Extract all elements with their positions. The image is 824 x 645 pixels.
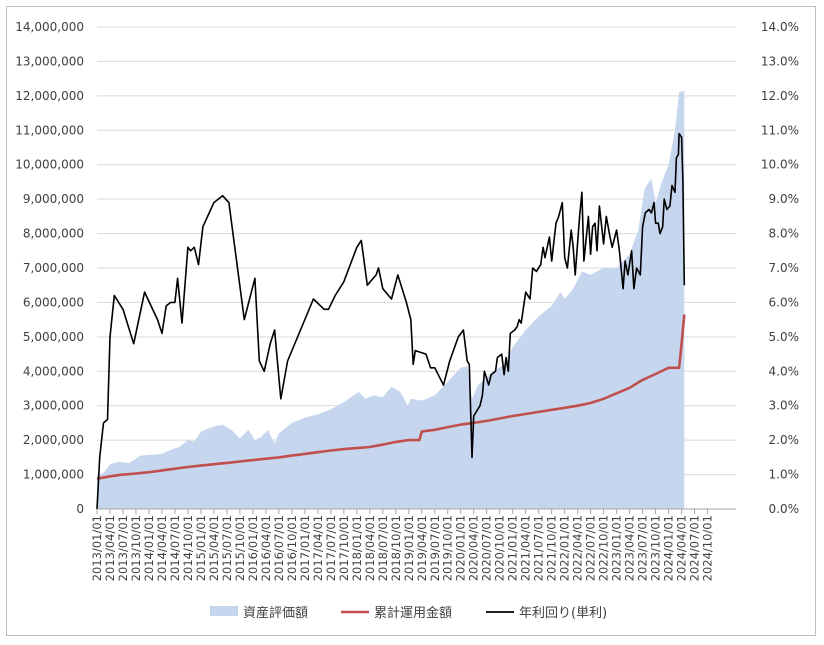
left-axis-tick-label: 14,000,000	[15, 20, 84, 34]
left-axis-tick-label: 9,000,000	[23, 192, 84, 206]
left-axis-tick-label: 13,000,000	[15, 54, 84, 68]
x-axis-tick-label: 2019/10/01	[441, 515, 455, 581]
area-series-asset-value	[97, 90, 685, 509]
x-axis-tick-label: 2018/04/01	[363, 515, 377, 581]
x-axis-tick-label: 2024/07/01	[688, 515, 702, 581]
x-axis-tick-label: 2020/07/01	[480, 515, 494, 581]
x-axis-tick-label: 2014/04/01	[155, 515, 169, 581]
axes	[96, 508, 736, 514]
left-axis-tick-label: 10,000,000	[15, 158, 84, 172]
x-axis-tick-label: 2013/04/01	[103, 515, 117, 581]
x-axis-tick-label: 2022/07/01	[584, 515, 598, 581]
x-axis-tick-label: 2019/01/01	[402, 515, 416, 581]
x-axis-tick-label: 2014/10/01	[181, 515, 195, 581]
legend-swatch-area	[210, 606, 238, 616]
x-axis-tick-label: 2024/04/01	[675, 515, 689, 581]
x-axis-tick-label: 2019/07/01	[428, 515, 442, 581]
x-axis-tick-label: 2016/07/01	[272, 515, 286, 581]
x-axis-tick-label: 2020/01/01	[454, 515, 468, 581]
x-axis-tick-label: 2019/04/01	[415, 515, 429, 581]
x-axis-tick-label: 2015/07/01	[220, 515, 234, 581]
x-axis-tick-label: 2015/10/01	[233, 515, 247, 581]
right-axis-tick-labels: 0.0% 1.0% 2.0% 3.0% 4.0% 5.0% 6.0% 7.0% 8.0% 9.0%…	[761, 20, 799, 516]
x-axis-tick-label: 2023/07/01	[636, 515, 650, 581]
x-axis-tick-label: 2015/01/01	[194, 515, 208, 581]
right-axis-tick-label: 13.0%	[761, 54, 799, 68]
x-axis-tick-label: 2020/04/01	[467, 515, 481, 581]
right-axis-tick-label: 10.0%	[761, 158, 799, 172]
right-axis-tick-label: 1.0%	[769, 468, 800, 482]
x-axis-tick-label: 2015/04/01	[207, 515, 221, 581]
x-axis-tick-label: 2020/10/01	[493, 515, 507, 581]
x-axis-tick-label: 2014/07/01	[168, 515, 182, 581]
x-axis-tick-label: 2018/01/01	[350, 515, 364, 581]
x-axis-tick-label: 2017/10/01	[337, 515, 351, 581]
right-axis-tick-label: 12.0%	[761, 89, 799, 103]
x-axis-tick-label: 2022/04/01	[571, 515, 585, 581]
x-axis-tick-label: 2023/01/01	[610, 515, 624, 581]
x-axis-tick-label: 2018/07/01	[376, 515, 390, 581]
x-axis-tick-label: 2017/07/01	[324, 515, 338, 581]
legend-label: 資産評価額	[243, 605, 308, 621]
line-series-layer	[96, 132, 686, 510]
x-axis-tick-label: 2021/10/01	[545, 515, 559, 581]
left-axis-tick-label: 1,000,000	[23, 468, 84, 482]
right-axis-tick-label: 9.0%	[769, 192, 800, 206]
x-axis-tick-label: 2021/01/01	[506, 515, 520, 581]
left-axis-tick-label: 6,000,000	[23, 295, 84, 309]
x-axis-tick-label: 2017/01/01	[298, 515, 312, 581]
x-axis-tick-label: 2018/10/01	[389, 515, 403, 581]
x-axis-tick-label: 2017/04/01	[311, 515, 325, 581]
left-axis-tick-label: 7,000,000	[23, 261, 84, 275]
x-axis-tick-label: 2021/07/01	[532, 515, 546, 581]
x-axis-tick-label: 2023/10/01	[649, 515, 663, 581]
left-axis-tick-label: 11,000,000	[15, 123, 84, 137]
legend-label: 累計運用金額	[374, 605, 452, 621]
legend-label: 年利回り(単利)	[519, 605, 607, 621]
right-axis-tick-label: 0.0%	[769, 502, 800, 516]
left-axis-tick-label: 4,000,000	[23, 364, 84, 378]
left-axis-tick-label: 2,000,000	[23, 433, 84, 447]
left-axis-tick-label: 3,000,000	[23, 399, 84, 413]
right-axis-tick-label: 11.0%	[761, 123, 799, 137]
right-axis-tick-label: 4.0%	[769, 364, 800, 378]
x-axis-tick-label: 2023/04/01	[623, 515, 637, 581]
line-series-cumulative-invested	[96, 314, 686, 480]
left-axis-tick-label: 5,000,000	[23, 330, 84, 344]
x-axis-tick-label: 2013/01/01	[90, 515, 104, 581]
right-axis-tick-label: 6.0%	[769, 295, 800, 309]
x-axis-tick-label: 2022/01/01	[558, 515, 572, 581]
x-axis-tick-label: 2024/10/01	[701, 515, 715, 581]
x-axis-tick-label: 2016/01/01	[246, 515, 260, 581]
left-axis-tick-labels: 0 1,000,000 2,000,000 3,000,000 4,000,000 5,0…	[15, 20, 84, 516]
x-axis-tick-label: 2016/10/01	[285, 515, 299, 581]
right-axis-tick-label: 5.0%	[769, 330, 800, 344]
x-axis-tick-label: 2013/07/01	[116, 515, 130, 581]
right-axis-tick-label: 8.0%	[769, 227, 800, 241]
x-axis-tick-label: 2016/04/01	[259, 515, 273, 581]
area-series-layer	[97, 90, 685, 509]
right-axis-tick-label: 2.0%	[769, 433, 800, 447]
x-axis-tick-label: 2022/10/01	[597, 515, 611, 581]
right-axis-tick-label: 3.0%	[769, 399, 800, 413]
right-axis-tick-label: 7.0%	[769, 261, 800, 275]
left-axis-tick-label: 0	[76, 502, 84, 516]
line-series-annual-yield	[96, 132, 686, 510]
legend: 資産評価額 累計運用金額 年利回り(単利)	[210, 605, 607, 621]
x-axis-tick-label: 2021/04/01	[519, 515, 533, 581]
x-axis-tick-label: 2024/01/01	[662, 515, 676, 581]
x-axis-tick-label: 2013/10/01	[129, 515, 143, 581]
left-axis-tick-label: 8,000,000	[23, 227, 84, 241]
right-axis-tick-label: 14.0%	[761, 20, 799, 34]
left-axis-tick-label: 12,000,000	[15, 89, 84, 103]
x-axis-tick-labels: 2013/01/01 2013/04/01 2013/07/01 2013/10/01…	[90, 515, 715, 581]
x-axis-tick-label: 2014/01/01	[142, 515, 156, 581]
